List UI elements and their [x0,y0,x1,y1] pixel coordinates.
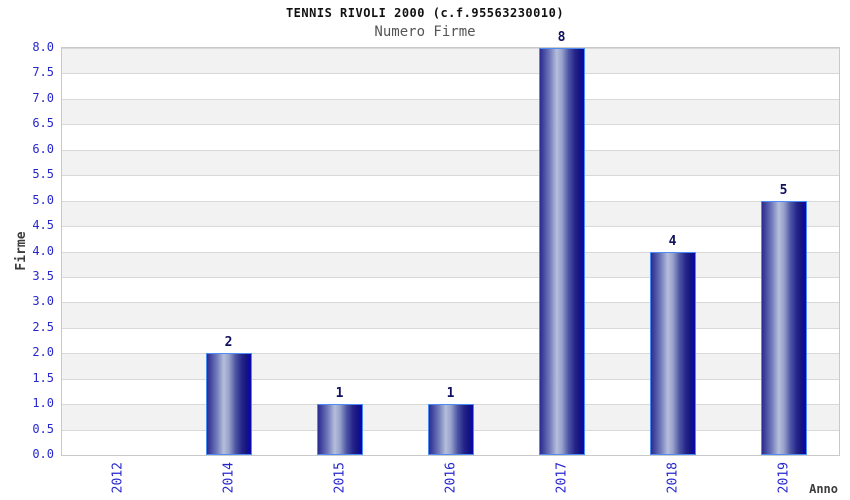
gridline [62,124,839,125]
y-tick-label: 3.0 [32,294,54,309]
plot-band [62,327,839,354]
y-tick-label: 4.5 [32,218,54,233]
y-tick-label: 8.0 [32,40,54,54]
bar-2018 [649,251,696,455]
x-tick-label: 2019 [776,462,791,494]
chart-title: TENNIS RIVOLI 2000 (c.f.95563230010) [285,6,565,20]
plot-band [62,73,839,99]
x-tick-label: 2017 [554,462,569,494]
plot-band [62,175,839,201]
bar-2015 [316,404,363,455]
plot-band [62,200,839,227]
y-tick-label: 4.0 [32,243,54,258]
bar-2017 [538,48,585,455]
x-axis-label: Anno [809,482,838,496]
y-tick-label: 2.0 [32,345,54,360]
gridline [62,99,839,100]
gridline [62,252,839,253]
gridline [62,353,839,354]
plot-band [62,302,839,328]
gridline [62,277,839,278]
gridline [62,302,839,303]
x-tick-label: 2012 [110,462,125,494]
chart-subtitle: Numero Firme [374,24,476,40]
y-tick-label: 5.5 [32,167,54,182]
bar-value-label: 1 [446,386,455,402]
plot-band [62,378,839,405]
bar-2019 [760,200,807,455]
bar-2014 [205,353,252,455]
y-axis-ticks: 0.0 0.5 1.0 1.5 2.0 2.5 3.0 3.5 4.0 4.5 5.0 5.5 6.0 6… [0,41,54,460]
gridline [62,48,839,49]
x-tick-label: 2016 [443,462,458,494]
plot-band [62,353,839,379]
plot-band [62,98,839,125]
gridline [62,201,839,202]
bar-2016 [427,404,474,455]
y-tick-label: 1.0 [32,396,54,411]
gridline [62,73,839,74]
x-tick-label: 2014 [221,462,236,494]
plot-area: 2 1 1 8 4 5 [61,31,840,456]
y-tick-label: 0.5 [32,421,54,436]
gridline [62,175,839,176]
x-axis-ticks: 2012 2014 2015 2016 2017 2018 2019 [61,462,840,500]
gridline [62,150,839,151]
plot-band [62,149,839,176]
y-tick-label: 5.0 [32,192,54,207]
y-tick-label: 2.5 [32,319,54,334]
plot-band [62,251,839,277]
gridline [62,226,839,227]
y-tick-label: 7.0 [32,90,54,105]
x-tick-label: 2018 [665,462,680,494]
y-tick-label: 1.5 [32,370,54,385]
gridline [62,328,839,329]
y-tick-label: 6.0 [32,141,54,156]
plot-band [62,48,839,74]
bar-value-label: 2 [224,335,233,351]
gridline [62,379,839,380]
bar-value-label: 5 [779,182,788,198]
bar-value-label: 8 [557,30,566,45]
bar-value-label: 1 [335,386,344,402]
plot-band [62,276,839,303]
y-tick-label: 6.5 [32,116,54,131]
y-tick-label: 3.5 [32,268,54,283]
y-tick-label: 0.0 [32,447,54,461]
plot-band [62,124,839,150]
x-tick-label: 2015 [332,462,347,494]
plot-band [62,226,839,252]
y-tick-label: 7.5 [32,65,54,80]
bar-value-label: 4 [668,233,677,249]
